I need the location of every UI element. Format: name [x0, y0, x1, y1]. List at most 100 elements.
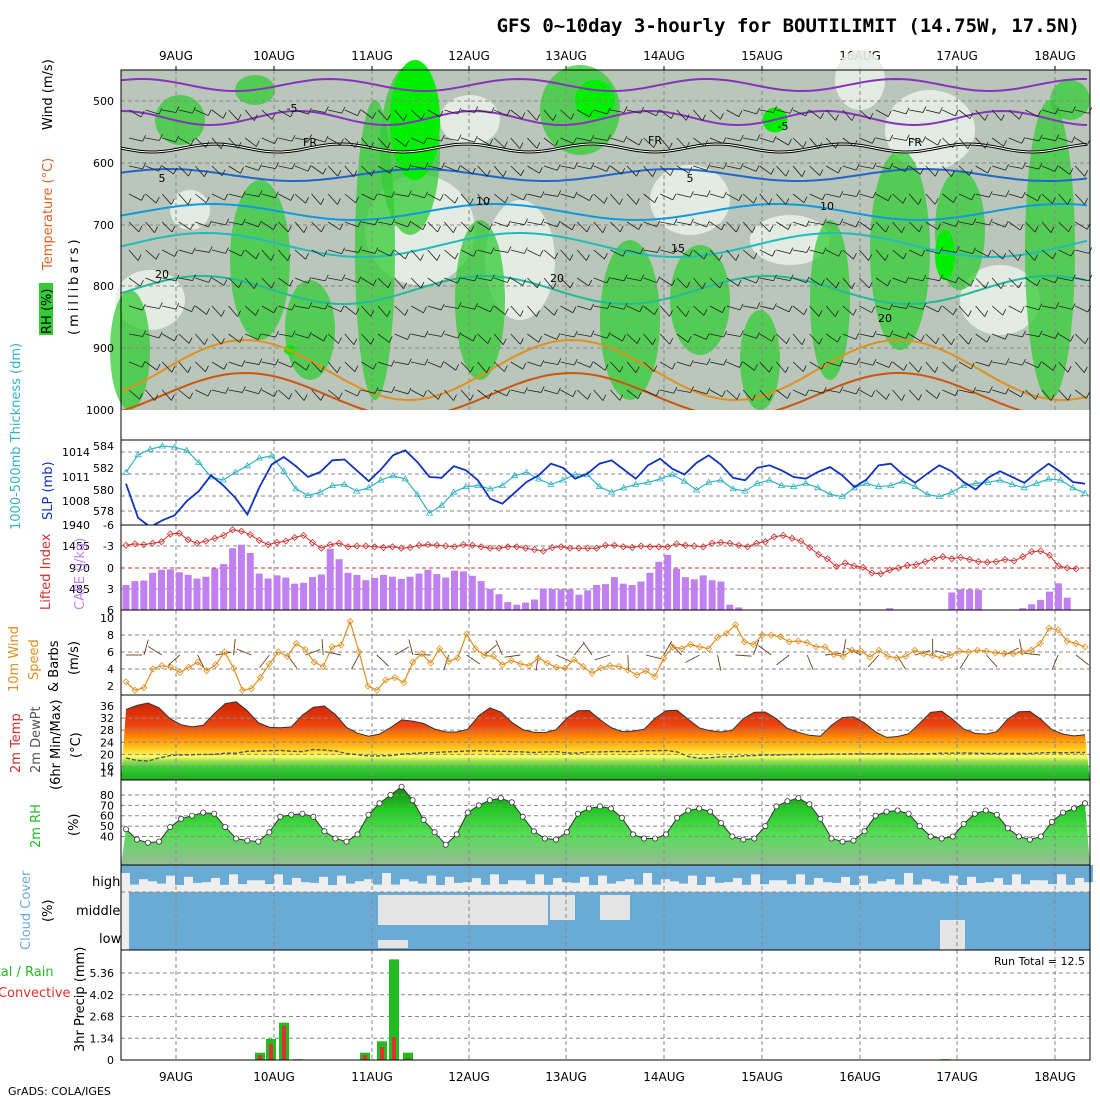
wind-barb [925, 221, 938, 230]
wind-barb-flag [689, 359, 694, 367]
rh-point [630, 831, 637, 838]
lifted-index-point [548, 543, 556, 552]
wind-barb-flag [604, 252, 608, 260]
wind-barb [743, 109, 757, 115]
wind-barb [1058, 389, 1069, 401]
wind-barb-flag [439, 194, 444, 201]
rh-point [1026, 836, 1033, 843]
cape-bar [974, 589, 982, 610]
wind-barb [709, 221, 722, 231]
date-label: 11AUG [351, 1070, 393, 1084]
wind-barb-flag [225, 247, 229, 254]
date-label: 18AUG [1034, 49, 1076, 63]
wind-barb-flag [1050, 394, 1055, 401]
wind-barb-flag [821, 193, 826, 200]
wind-barb [685, 654, 700, 663]
wind-speed-point [131, 686, 139, 694]
cloud-high-bar [157, 865, 166, 884]
wind-barb [759, 193, 770, 205]
wind-barb-flag [340, 305, 345, 312]
cape-bar [726, 604, 734, 610]
wind-barb [477, 165, 488, 177]
wind-barb-flag [652, 338, 656, 345]
cloud-high-bar [328, 865, 337, 885]
wind-barb [377, 333, 390, 343]
wind-barb-flag [719, 281, 724, 289]
wind-barb-flag [341, 247, 346, 254]
rh-point [663, 831, 670, 838]
rh-tick: 60 [100, 810, 114, 823]
wind-barb [377, 305, 388, 317]
wind-barb [477, 221, 490, 230]
wind-barb-flag [722, 137, 727, 144]
wind-barb-flag [770, 168, 775, 175]
wind-barb [294, 221, 305, 233]
wind-barb [294, 165, 309, 172]
wind-barb [460, 389, 471, 401]
wind-barb-flag [158, 277, 162, 284]
wind-barb [477, 333, 489, 344]
wind-barb [660, 193, 674, 201]
wind-barb-flag [872, 162, 877, 169]
wind-barb [610, 165, 622, 175]
wind-barb [361, 165, 372, 176]
wind-barb [643, 137, 655, 148]
wind-barb-flag [142, 330, 147, 337]
pressure-tick: 800 [93, 280, 114, 293]
thickness-point [267, 452, 276, 459]
wind-speed-point [185, 663, 193, 671]
wind-barb-flag [969, 112, 974, 119]
cloud-clear-patch [600, 895, 630, 920]
wind-barb-flag [918, 394, 922, 401]
wind-barb [676, 193, 691, 198]
wind-barb [709, 389, 723, 398]
wind-barb [759, 109, 774, 113]
wind-barb-flag [522, 279, 527, 286]
wind-barb-flag [721, 306, 726, 313]
wind-barb-flag [455, 364, 460, 371]
lifted-index-point [966, 555, 974, 564]
wind-barb [776, 109, 791, 114]
wind-barb [645, 654, 662, 660]
cloud-high-bar [607, 865, 616, 884]
precip-convective-bar [363, 1055, 367, 1060]
wind-barb-flag [821, 362, 826, 370]
wind-barb [809, 249, 824, 254]
wind-barb [245, 193, 260, 197]
wind-barb [560, 165, 575, 169]
cloud-high-bar [904, 865, 913, 873]
date-label: 9AUG [159, 1070, 193, 1084]
wind-barb-flag [291, 134, 296, 142]
wind-barb [942, 361, 953, 372]
wind-barb-flag [967, 310, 972, 317]
contour-label: 5 [687, 172, 694, 185]
wind-barb [1041, 137, 1056, 141]
wind-barb-flag [520, 169, 525, 176]
rh-point [773, 803, 780, 810]
rh-point [839, 838, 846, 845]
wind-barb-flag [623, 303, 628, 310]
wind-barb [593, 137, 608, 141]
wind-speed-point [606, 662, 614, 670]
cloud-high-bar [499, 865, 508, 885]
wind10-label-a: 10m Wind [7, 626, 22, 692]
wind-barb [610, 333, 623, 342]
thickness-point [486, 485, 494, 492]
rh-tick: 70 [100, 799, 114, 812]
wind-barb [444, 165, 458, 172]
wind-speed-point [938, 654, 946, 662]
wind-barb [676, 333, 689, 343]
temp-contour-minus-10 [120, 77, 1087, 93]
cloud-high-bar [895, 865, 904, 885]
wind-barb [892, 193, 904, 204]
wind-barb-flag [273, 306, 278, 314]
wind-barb-flag [706, 190, 711, 197]
cloud-high-bar [202, 865, 211, 883]
lifted-index-point [273, 538, 281, 547]
wind-barb [1025, 305, 1040, 311]
cloud-high-bar [769, 865, 778, 881]
wind-barb [826, 193, 840, 198]
wind-barb [670, 643, 683, 656]
wind-barb-flag [1072, 106, 1076, 113]
